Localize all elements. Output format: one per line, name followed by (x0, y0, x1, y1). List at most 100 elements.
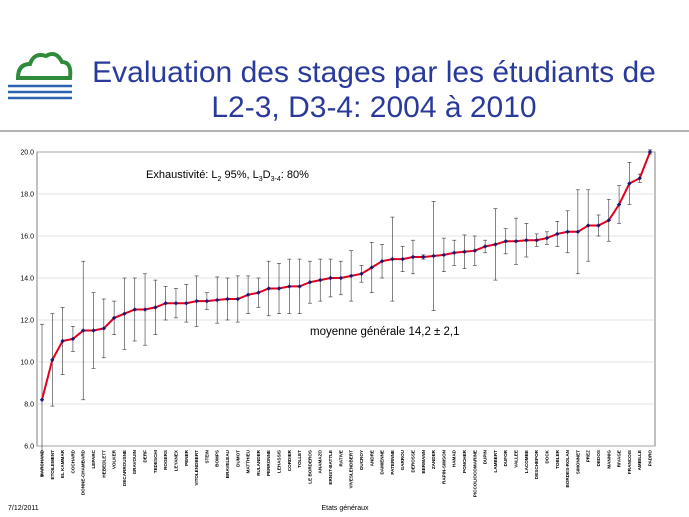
x-tick-label: RULANDER (256, 449, 261, 475)
marker (647, 149, 653, 155)
marker (524, 238, 529, 243)
x-tick-label: ANAMAZO (318, 450, 323, 474)
x-tick-label: PADRO (648, 450, 653, 467)
marker (338, 275, 344, 281)
marker (421, 254, 426, 260)
marker (297, 284, 302, 289)
marker (410, 254, 416, 260)
annotation-part: 3-4 (271, 176, 281, 183)
marker (307, 280, 313, 285)
x-tick-label: DEROSSE (410, 450, 415, 472)
marker (235, 296, 240, 302)
x-tick-label: DECARROUSNE (122, 450, 127, 486)
x-tick-label: GRAVOUIN (132, 449, 137, 474)
annotation-part: Exhaustivité: L (146, 169, 218, 181)
marker (452, 250, 457, 255)
marker (214, 297, 220, 303)
marker (142, 307, 148, 312)
marker (50, 357, 55, 363)
x-tick-label: VIVESLENDBERT (349, 450, 354, 489)
x-tick-label: PREZ (586, 450, 591, 462)
x-tick-label: FRANCOIS (627, 450, 632, 474)
x-tick-label: CORDIER (287, 449, 292, 471)
marker (266, 286, 271, 291)
x-tick-label: EL KAMMAR (60, 449, 65, 478)
marker (256, 290, 261, 295)
marker (111, 315, 117, 321)
x-tick-label: PONCHER (462, 449, 467, 473)
marker (637, 176, 642, 181)
x-tick-label: PENER (184, 449, 189, 466)
marker (153, 305, 158, 310)
marker (482, 244, 488, 249)
marker (462, 249, 467, 254)
x-tick-label: COCHARD (70, 449, 75, 473)
marker (390, 256, 395, 262)
marker (204, 298, 210, 304)
marker (379, 259, 385, 264)
marker (60, 338, 65, 344)
marker (101, 326, 107, 331)
logo (8, 52, 73, 100)
x-tick-label: STEIN (204, 449, 209, 463)
y-tick-label: 10.0 (20, 360, 34, 367)
x-tick-label: DUFOR (503, 449, 508, 466)
x-tick-label: HEBEDLETT (101, 450, 106, 478)
marker (225, 296, 230, 302)
y-tick-label: 20.0 (20, 150, 34, 157)
x-tick-label: LAMBERT (493, 450, 498, 473)
y-tick-label: 6.0 (24, 444, 34, 451)
x-tick-label: VALLEE (514, 450, 519, 468)
x-tick-label: TOBLER (555, 449, 560, 468)
y-tick-label: 16.0 (20, 234, 34, 241)
x-tick-label: DUMOT (235, 450, 240, 467)
x-tick-label: DESCHEPOR (534, 449, 539, 479)
marker (81, 328, 86, 333)
x-tick-label: PATERNNE (390, 450, 395, 475)
marker (369, 265, 374, 270)
x-tick-label: PERRONNE (266, 450, 271, 476)
x-tick-label: MATTHIEU (246, 449, 251, 473)
marker (122, 311, 127, 316)
x-tick-label: SIMONNET (575, 450, 580, 474)
x-tick-label: MANNIG (606, 450, 611, 469)
marker (287, 284, 292, 289)
marker (513, 239, 519, 244)
marker (565, 229, 570, 234)
x-tick-label: DEDOS (596, 450, 601, 466)
annotation-part: 3 (259, 176, 263, 183)
marker (606, 218, 611, 223)
marker (39, 397, 45, 402)
x-tick-label: GARROU (400, 449, 405, 470)
marker (400, 256, 405, 262)
x-tick-label: DERF (143, 450, 148, 463)
marker (472, 248, 478, 253)
x-tick-label: DUPIN (483, 449, 488, 464)
x-tick-label: BRAVELEAU (225, 449, 230, 478)
marker (627, 181, 632, 186)
x-tick-label: BOMPS (215, 450, 220, 467)
x-tick-label: TOLLET (297, 450, 302, 468)
x-tick-label: MARCHAND (40, 449, 45, 477)
x-tick-label: BERMANN (421, 449, 426, 473)
mean-label: moyenne générale 14,2 ± 2,1 (310, 326, 460, 338)
y-tick-label: 12.0 (20, 318, 34, 325)
x-tick-label: LE BORDEROS (307, 450, 312, 484)
x-tick-label: VOLKER (112, 449, 117, 469)
marker (276, 286, 282, 291)
x-tick-label: LEPARC (91, 449, 96, 468)
marker (194, 298, 199, 304)
x-tick-label: DUCROY (359, 450, 364, 470)
marker (359, 271, 364, 276)
marker (585, 223, 591, 228)
annotation-part: 2 (218, 176, 222, 183)
marker (163, 301, 168, 306)
marker (555, 231, 560, 237)
marker (616, 202, 622, 207)
x-tick-label: AMBILLE (637, 450, 642, 470)
title-line: L2-3, D3-4: 2004 à 2010 (211, 91, 536, 124)
annotation-part: : 80% (281, 169, 309, 181)
x-tick-label: ANDRE (369, 450, 374, 466)
x-tick-label: ERNST-BATTLE (328, 450, 333, 485)
